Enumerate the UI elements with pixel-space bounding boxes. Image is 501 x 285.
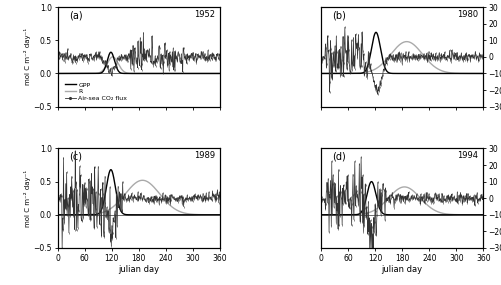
Text: (d): (d) bbox=[332, 151, 346, 161]
Text: 1952: 1952 bbox=[194, 10, 215, 19]
Y-axis label: mol C m⁻² day⁻¹: mol C m⁻² day⁻¹ bbox=[24, 170, 31, 227]
Text: 1989: 1989 bbox=[194, 151, 215, 160]
Y-axis label: mol C m⁻² day⁻¹: mol C m⁻² day⁻¹ bbox=[24, 28, 31, 86]
X-axis label: julian day: julian day bbox=[382, 265, 423, 274]
Text: (a): (a) bbox=[69, 10, 83, 20]
Text: (c): (c) bbox=[69, 151, 82, 161]
Legend: GPP, R, Air-sea CO₂ flux: GPP, R, Air-sea CO₂ flux bbox=[64, 82, 128, 101]
Text: 1994: 1994 bbox=[457, 151, 478, 160]
Text: 1980: 1980 bbox=[457, 10, 478, 19]
Text: (b): (b) bbox=[332, 10, 346, 20]
X-axis label: julian day: julian day bbox=[118, 265, 159, 274]
